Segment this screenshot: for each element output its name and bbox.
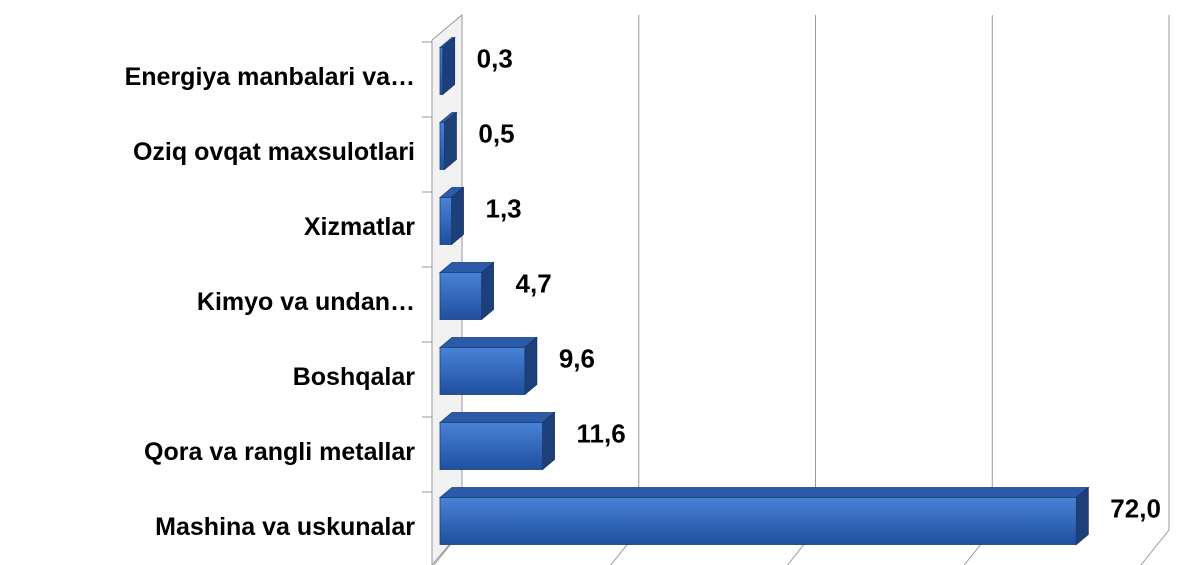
bar-top [438,337,538,348]
category-label: Xizmatlar [304,213,415,241]
bar [438,186,465,246]
value-label: 11,6 [577,418,626,448]
bar-front [439,347,526,395]
bar-front [439,272,482,320]
bar-front [439,422,543,470]
bar [438,261,495,321]
bar-side [1075,486,1089,546]
bar-top [438,487,1090,498]
bar [438,111,458,171]
category-label: Qora va rangli metallar [144,438,415,466]
bar [438,411,556,471]
value-label: 72,0 [1110,493,1161,523]
grid-line-floor [1140,529,1170,565]
bar-side [444,111,457,171]
bar-side [451,186,464,246]
bar-front [439,122,445,170]
category-label: Energiya manbalari va… [125,63,415,91]
bar [438,36,456,96]
category-label: Kimyo va undan… [197,288,415,316]
value-label: 0,5 [478,118,514,148]
bar-side [481,261,494,321]
bar [438,486,1090,546]
bar [438,336,538,396]
bar-side [542,411,555,471]
bar-side [442,36,456,96]
value-label: 9,6 [559,343,595,373]
category-label: Boshqalar [293,363,416,391]
bar-side [524,336,538,396]
bar-front [439,497,1077,545]
category-label: Oziq ovqat maxsulotlari [133,138,415,166]
value-label: 4,7 [516,268,552,298]
value-label: 1,3 [485,193,521,223]
bar-top [438,412,556,423]
value-label: 0,3 [477,43,513,73]
bar-front [439,197,452,245]
bar-front [439,47,444,95]
category-label: Mashina va uskunalar [155,513,415,541]
